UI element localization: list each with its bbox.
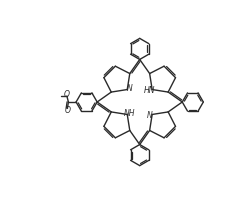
Text: HN: HN (144, 86, 156, 95)
Text: N: N (147, 111, 153, 120)
Text: NH: NH (124, 109, 135, 118)
Text: O: O (64, 106, 70, 115)
Text: N: N (127, 84, 133, 93)
Text: O: O (64, 90, 70, 99)
